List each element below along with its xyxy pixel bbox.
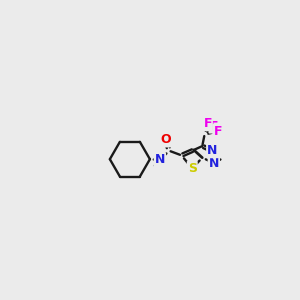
Text: S: S	[188, 162, 197, 175]
Text: F: F	[213, 125, 222, 138]
Text: N: N	[208, 157, 219, 169]
Text: N: N	[155, 154, 165, 166]
Text: F: F	[210, 120, 218, 133]
Text: O: O	[161, 134, 171, 146]
Text: N: N	[207, 144, 217, 157]
Text: F: F	[203, 117, 212, 130]
